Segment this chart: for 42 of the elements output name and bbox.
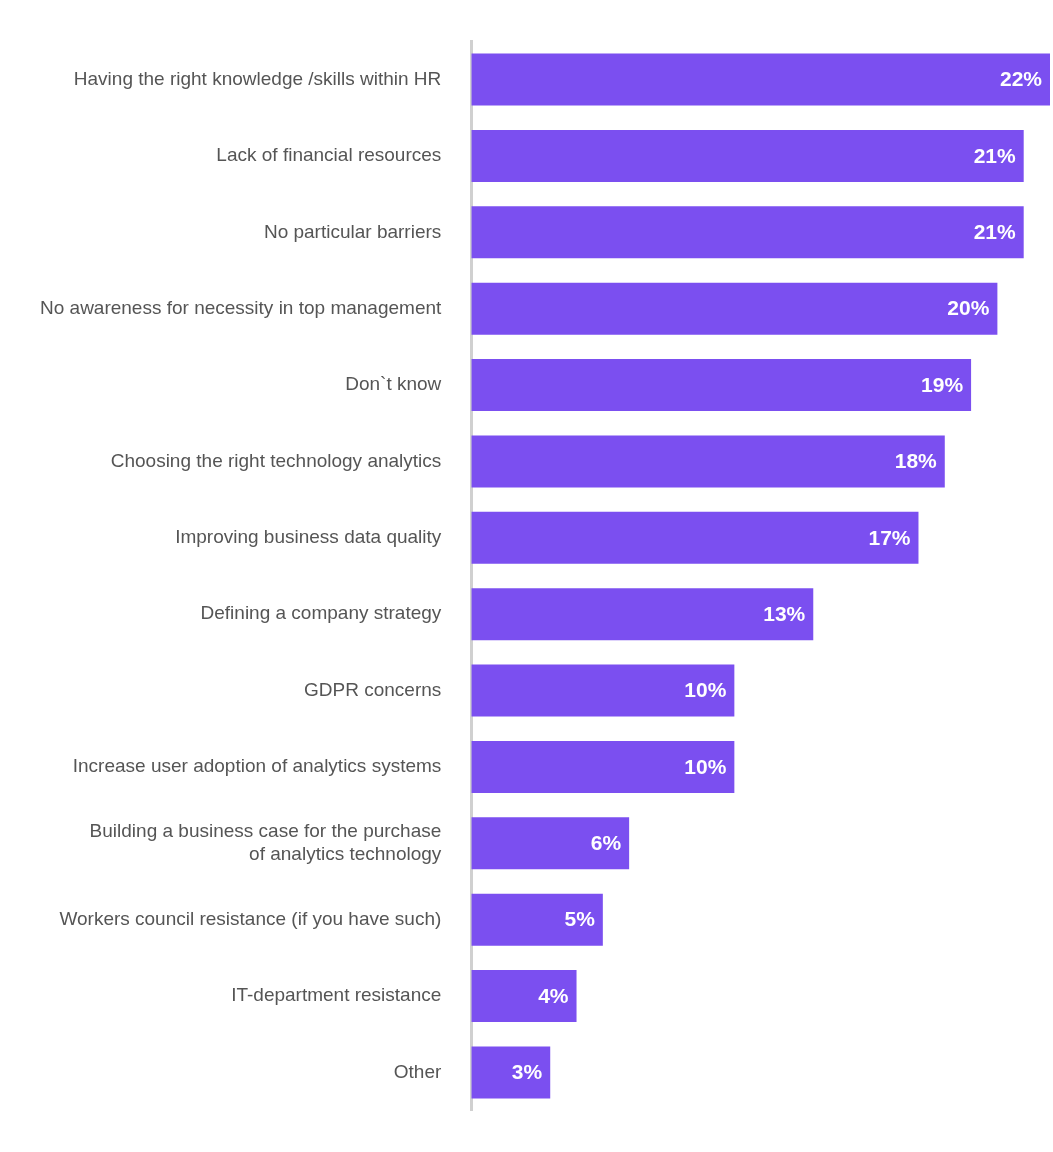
bar	[471, 664, 735, 717]
data-label: 10%	[684, 754, 727, 778]
data-label: 5%	[564, 907, 596, 931]
y-tick-label: Don`t know	[345, 373, 442, 395]
y-tick-label: Increase user adoption of analytics systems	[72, 755, 442, 777]
bar	[471, 970, 577, 1023]
data-label: 19%	[921, 372, 964, 396]
data-label: 20%	[947, 296, 990, 320]
y-tick-label: IT-department resistance	[231, 984, 442, 1006]
bar	[471, 817, 630, 870]
y-tick-label: Having the right knowledge /skills within HR	[73, 67, 442, 89]
bar	[471, 359, 972, 412]
y-tick-label: No awareness for necessity in top management	[39, 296, 443, 318]
y-tick-label: Choosing the right technology analytics	[110, 449, 442, 471]
data-label: 13%	[763, 601, 806, 625]
bar	[471, 129, 1024, 182]
y-tick-label: Defining a company strategy	[200, 602, 442, 624]
bar	[471, 740, 735, 793]
data-label: 22%	[999, 67, 1043, 91]
bar	[471, 53, 1050, 106]
bar	[471, 893, 603, 946]
data-label: 21%	[973, 143, 1017, 167]
bar	[471, 282, 998, 335]
data-label: 4%	[538, 983, 569, 1007]
y-tick-label: Improving business data quality	[175, 526, 442, 548]
y-tick-label: Building a business case for the purchase of analytics technology	[89, 820, 442, 864]
y-tick-label: Workers council resistance (if you have such)	[59, 907, 442, 929]
bar	[471, 511, 919, 564]
data-label: 6%	[590, 831, 622, 855]
data-label: 3%	[511, 1060, 543, 1084]
data-label: 10%	[684, 678, 727, 702]
data-label: 18%	[894, 449, 938, 473]
bar	[471, 1046, 551, 1099]
y-tick-label: GDPR concerns	[304, 678, 442, 700]
y-tick-label: Other	[393, 1060, 442, 1082]
bar	[471, 206, 1024, 259]
y-tick-label: No particular barriers	[263, 220, 442, 242]
bar	[471, 435, 945, 488]
y-tick-label: Lack of financial resources	[216, 144, 442, 166]
data-label: 17%	[868, 525, 911, 549]
bar	[471, 588, 814, 641]
data-label: 21%	[973, 220, 1017, 244]
